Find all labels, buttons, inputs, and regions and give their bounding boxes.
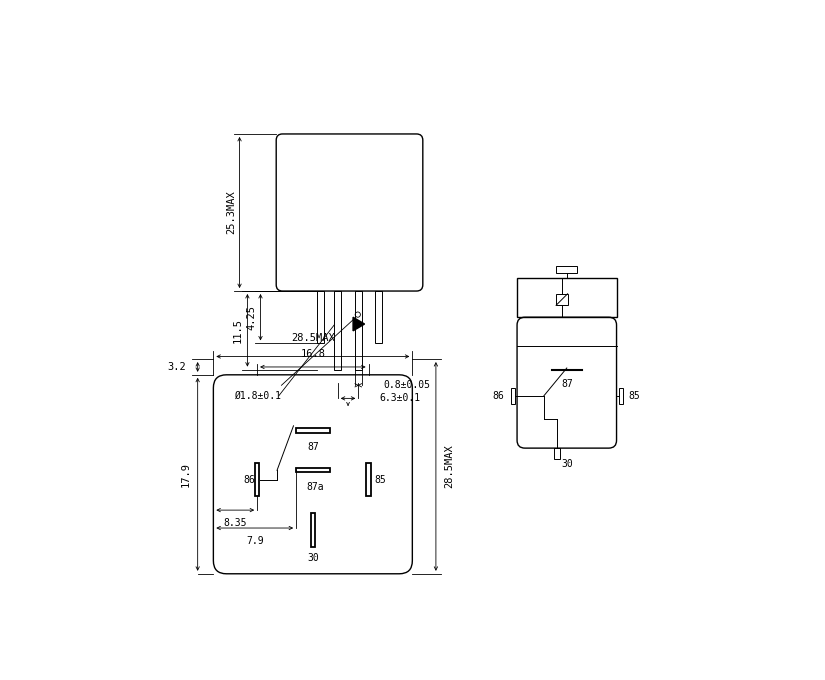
Text: 30: 30 bbox=[307, 553, 318, 563]
Bar bbox=[554, 448, 560, 458]
Bar bbox=[366, 463, 370, 496]
Text: 17.9: 17.9 bbox=[182, 462, 191, 487]
Text: 8.35: 8.35 bbox=[224, 518, 247, 528]
Text: 87a: 87a bbox=[307, 482, 324, 492]
Text: 28.5MAX: 28.5MAX bbox=[291, 333, 335, 343]
Polygon shape bbox=[353, 317, 365, 331]
Text: 11.5: 11.5 bbox=[233, 318, 243, 343]
Bar bbox=[517, 278, 616, 317]
Bar bbox=[556, 294, 568, 305]
Bar bbox=[556, 266, 578, 273]
Bar bbox=[317, 291, 324, 343]
Bar bbox=[296, 428, 330, 432]
Text: 6.3±0.1: 6.3±0.1 bbox=[380, 393, 421, 403]
Text: 85: 85 bbox=[375, 475, 387, 485]
Text: 0.8±0.05: 0.8±0.05 bbox=[383, 380, 430, 390]
Text: 87: 87 bbox=[307, 442, 318, 452]
Text: 7.9: 7.9 bbox=[246, 536, 263, 546]
Text: 86: 86 bbox=[493, 391, 504, 401]
Text: 28.5MAX: 28.5MAX bbox=[444, 445, 454, 488]
Text: 25.3MAX: 25.3MAX bbox=[226, 190, 236, 235]
Text: 30: 30 bbox=[561, 458, 573, 469]
Text: 85: 85 bbox=[629, 391, 640, 401]
Bar bbox=[375, 291, 383, 343]
Text: 3.2: 3.2 bbox=[167, 362, 186, 372]
Bar bbox=[355, 291, 362, 370]
Bar bbox=[334, 291, 342, 370]
Text: 86: 86 bbox=[244, 475, 256, 485]
Bar bbox=[255, 463, 259, 496]
Bar bbox=[511, 388, 515, 404]
Bar bbox=[311, 513, 315, 547]
Text: 87: 87 bbox=[561, 379, 573, 389]
Text: 16.8: 16.8 bbox=[300, 349, 325, 359]
Text: 4.25: 4.25 bbox=[246, 305, 256, 330]
Bar bbox=[296, 469, 330, 473]
Text: Ø1.8±0.1: Ø1.8±0.1 bbox=[234, 391, 281, 401]
Bar bbox=[619, 388, 623, 404]
